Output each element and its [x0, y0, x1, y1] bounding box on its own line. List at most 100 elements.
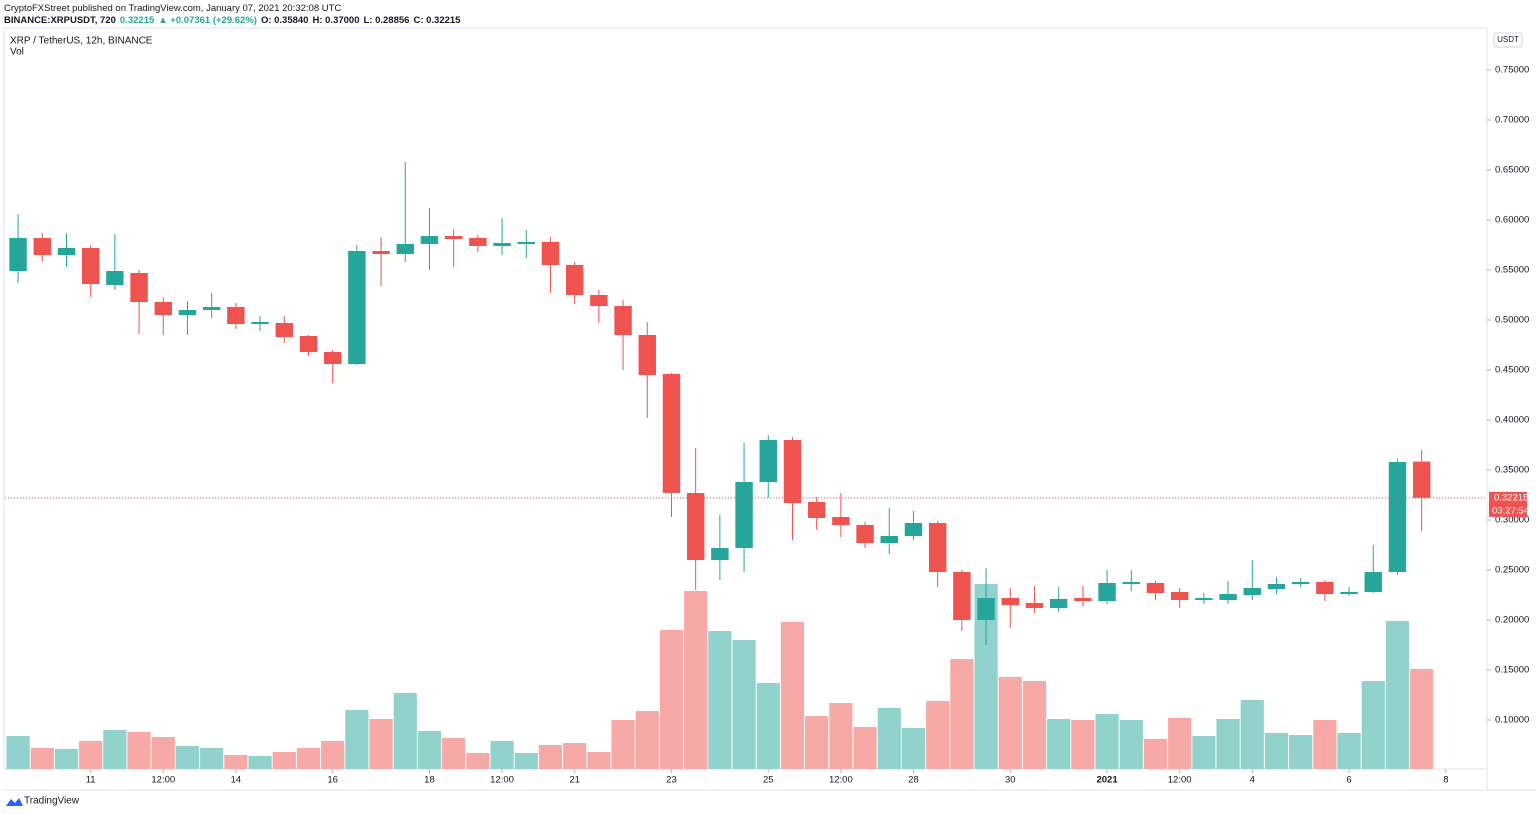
- candle-body: [1074, 598, 1092, 601]
- volume-bar: [127, 732, 151, 769]
- volume-bar: [321, 741, 345, 769]
- volume-bar: [1071, 720, 1095, 769]
- candle-body: [807, 502, 826, 518]
- candle-body: [130, 273, 148, 302]
- volume-label: Vol: [10, 47, 24, 58]
- last-price-label: 0.32215: [1494, 492, 1528, 503]
- volume-bar: [1216, 719, 1240, 769]
- volume-bar: [466, 753, 490, 769]
- volume-bar: [345, 710, 369, 769]
- y-tick-label: 0.15000: [1495, 665, 1529, 676]
- volume-bar: [151, 737, 175, 769]
- volume-bar: [200, 748, 224, 769]
- x-tick-label: 18: [424, 775, 435, 786]
- candle-body: [590, 295, 608, 306]
- candle-body: [396, 244, 414, 254]
- candle-body: [33, 238, 51, 255]
- candle-body: [1219, 594, 1237, 600]
- candle-body: [517, 242, 535, 244]
- y-tick-label: 0.55000: [1495, 265, 1529, 276]
- high: H: 0.37000: [312, 15, 360, 26]
- candle-body: [299, 336, 318, 352]
- volume-bar: [1313, 720, 1337, 769]
- x-tick-label: 12:00: [1168, 775, 1192, 786]
- chart-title: XRP / TetherUS, 12h, BINANCE: [10, 36, 153, 47]
- y-tick-label: 0.35000: [1495, 465, 1529, 476]
- volume-bar: [1192, 736, 1216, 769]
- y-tick-label: 0.40000: [1495, 415, 1529, 426]
- volume-bar: [587, 752, 611, 769]
- volume-bar: [732, 640, 756, 769]
- candle-body: [711, 548, 729, 560]
- candle-body: [759, 440, 777, 482]
- volume-bar: [974, 584, 998, 769]
- candle-body: [372, 251, 390, 254]
- volume-bar: [442, 738, 466, 769]
- last-price-box: [1489, 491, 1527, 517]
- volume-bar: [1143, 739, 1168, 769]
- y-tick-label: 0.30000: [1495, 515, 1529, 526]
- volume-bar: [756, 683, 780, 769]
- candle-body: [106, 271, 124, 285]
- candle-body: [928, 523, 947, 572]
- candle-body: [154, 302, 172, 315]
- x-tick-label: 28: [908, 775, 919, 786]
- x-tick-label: 12:00: [829, 775, 853, 786]
- candle-body: [493, 243, 511, 246]
- last: 0.32215: [119, 15, 155, 26]
- volume-bar: [1047, 719, 1071, 769]
- candle-body: [57, 248, 76, 255]
- volume-bar: [490, 741, 514, 769]
- volume-bar: [659, 630, 684, 769]
- volume-bar: [950, 659, 974, 769]
- volume-bar: [30, 748, 54, 769]
- candle-body: [275, 323, 293, 337]
- volume-bar: [272, 752, 296, 769]
- open: O: 0.35840: [260, 15, 309, 26]
- volume-bar: [1410, 669, 1434, 769]
- candle-body: [1412, 461, 1431, 498]
- candle-body: [348, 251, 366, 364]
- y-tick-label: 0.60000: [1495, 215, 1529, 226]
- volume-bar: [393, 693, 417, 769]
- x-tick-label: 12:00: [490, 775, 514, 786]
- candle-body: [1195, 598, 1213, 600]
- symbol-line: BINANCE:XRPUSDT, 720 0.32215 ▲ +0.07361 (+…: [4, 15, 464, 26]
- candle-body: [953, 572, 971, 620]
- candle-body: [1267, 584, 1286, 589]
- candle-body: [1316, 582, 1334, 594]
- candle-body: [1364, 572, 1382, 592]
- candle-body: [686, 493, 705, 560]
- candle-body: [1049, 599, 1068, 608]
- candle-body: [1170, 592, 1189, 600]
- candle-body: [420, 236, 439, 244]
- volume-bar: [1240, 700, 1264, 769]
- candle-body: [81, 248, 100, 284]
- volume-bar: [1289, 735, 1313, 769]
- volume-bar: [1119, 720, 1143, 769]
- x-tick-label: 2021: [1096, 775, 1118, 786]
- volume-bar: [708, 631, 732, 769]
- candle-body: [783, 440, 802, 503]
- y-tick-label: 0.65000: [1495, 165, 1529, 176]
- x-tick-label: 12:00: [151, 775, 175, 786]
- volume-bar: [175, 746, 200, 769]
- volume-bar: [926, 701, 950, 769]
- y-tick-label: 0.75000: [1495, 65, 1529, 76]
- x-tick-label: 8: [1443, 775, 1448, 786]
- candle-body: [1243, 588, 1261, 595]
- candle-body: [614, 306, 632, 335]
- y-tick-label: 0.70000: [1495, 115, 1529, 126]
- volume-bar: [1337, 733, 1361, 769]
- candle-body: [1340, 592, 1358, 594]
- candle-body: [202, 307, 221, 310]
- x-tick-label: 21: [569, 775, 580, 786]
- low: L: 0.28856: [363, 15, 410, 26]
- volume-bar: [684, 591, 708, 769]
- candle-body: [323, 352, 342, 364]
- candle-body: [662, 374, 681, 493]
- currency-box[interactable]: [1493, 32, 1523, 48]
- x-tick-label: 16: [327, 775, 338, 786]
- candle-body: [178, 310, 197, 315]
